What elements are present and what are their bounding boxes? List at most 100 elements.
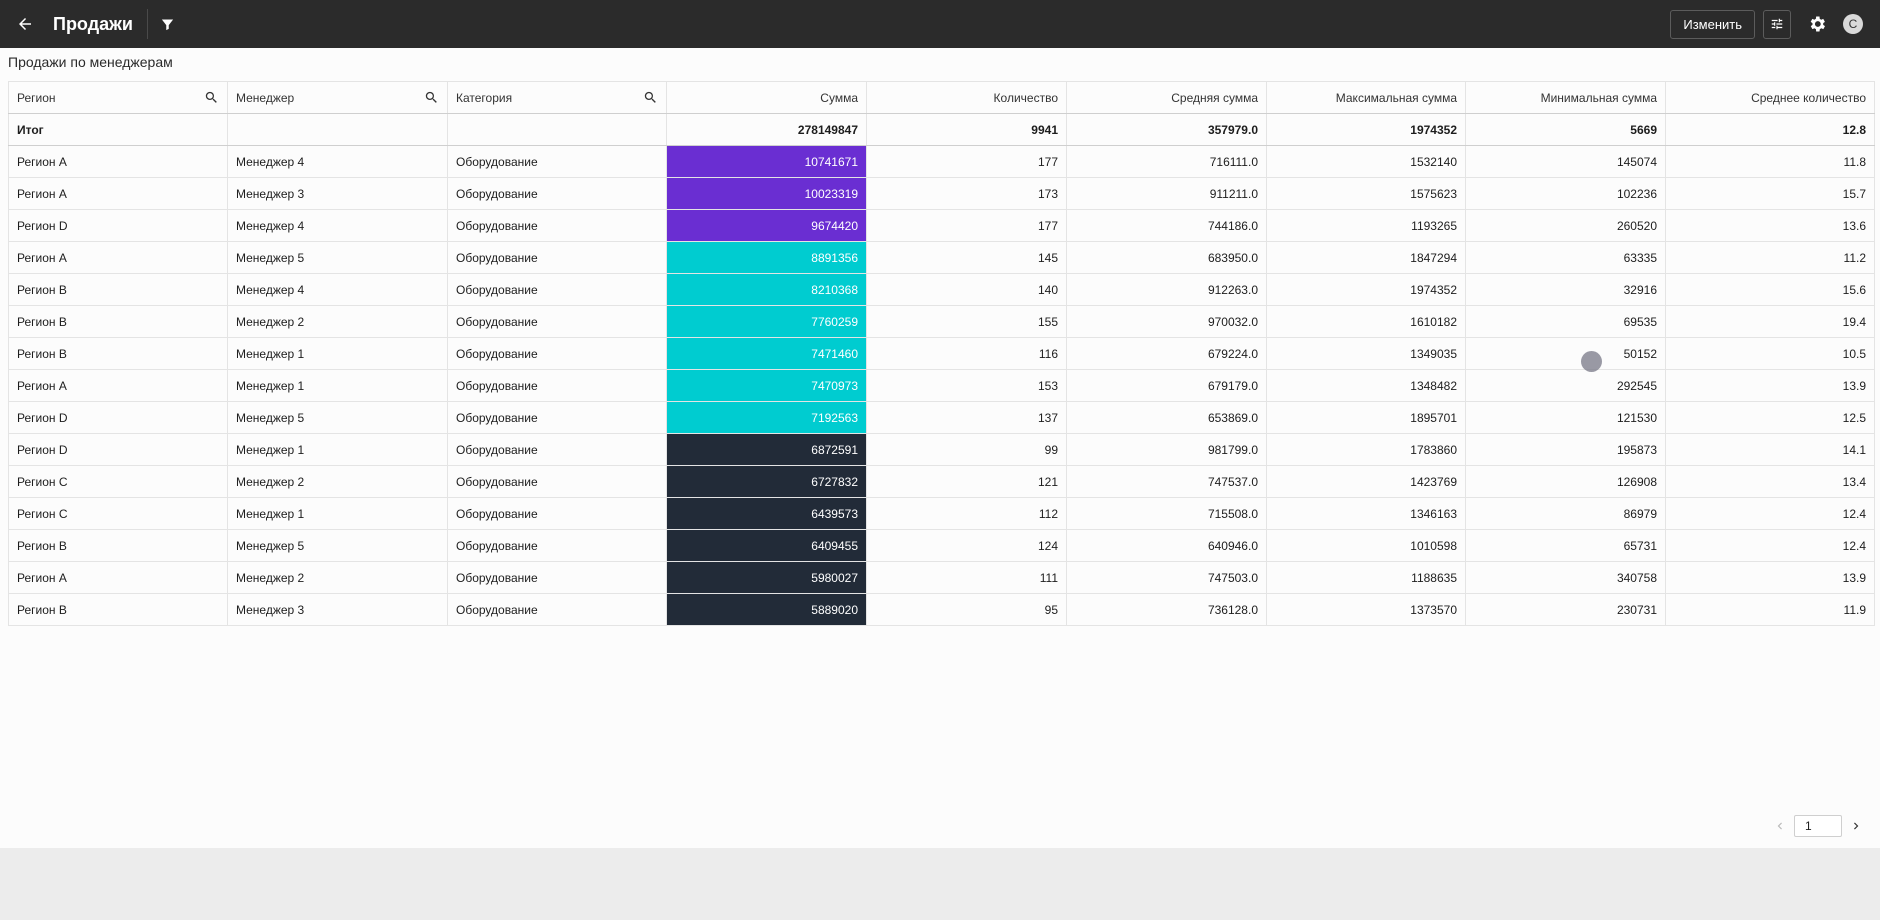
table-row[interactable]: Регион B Менеджер 2 Оборудование 7760259 155… bbox=[8, 305, 1875, 338]
qty-cell: 140 bbox=[866, 273, 1067, 306]
column-header-avgqty[interactable]: Среднее количество bbox=[1665, 81, 1875, 114]
table-row[interactable]: Регион B Менеджер 4 Оборудование 8210368 140… bbox=[8, 273, 1875, 306]
chevron-right-icon bbox=[1854, 822, 1859, 830]
total-label: Итог bbox=[8, 113, 228, 146]
qty-cell: 145 bbox=[866, 241, 1067, 274]
max-cell: 1188635 bbox=[1266, 561, 1466, 594]
manager-cell: Менеджер 5 bbox=[227, 401, 448, 434]
avg-cell: 679224.0 bbox=[1066, 337, 1267, 370]
avgqty-cell: 11.2 bbox=[1665, 241, 1875, 274]
column-header-category[interactable]: Категория bbox=[447, 81, 667, 114]
page-input[interactable]: 1 bbox=[1794, 815, 1842, 837]
min-cell: 230731 bbox=[1465, 593, 1666, 626]
category-cell: Оборудование bbox=[447, 561, 667, 594]
category-cell: Оборудование bbox=[447, 273, 667, 306]
filter-icon bbox=[162, 19, 174, 30]
report-panel: Продажи по менеджерам Регион Менеджер Ка… bbox=[0, 48, 1880, 848]
avgqty-cell: 13.9 bbox=[1665, 369, 1875, 402]
next-page-button[interactable] bbox=[1846, 816, 1866, 836]
table-row[interactable]: Регион B Менеджер 1 Оборудование 7471460 116… bbox=[8, 337, 1875, 370]
table-row[interactable]: Регион C Менеджер 2 Оборудование 6727832 121… bbox=[8, 465, 1875, 498]
back-button[interactable] bbox=[5, 4, 45, 44]
category-cell: Оборудование bbox=[447, 337, 667, 370]
edit-button[interactable]: Изменить bbox=[1670, 9, 1755, 39]
sum-cell: 6439573 bbox=[666, 497, 867, 530]
filter-button[interactable] bbox=[148, 4, 188, 44]
avatar[interactable]: C bbox=[1843, 14, 1863, 34]
table-row[interactable]: Регион B Менеджер 3 Оборудование 5889020 95 7… bbox=[8, 593, 1875, 626]
top-bar: Продажи Изменить C bbox=[0, 0, 1880, 48]
min-cell: 195873 bbox=[1465, 433, 1666, 466]
min-cell: 102236 bbox=[1465, 177, 1666, 210]
avg-cell: 736128.0 bbox=[1066, 593, 1267, 626]
avg-cell: 653869.0 bbox=[1066, 401, 1267, 434]
settings-button[interactable] bbox=[1805, 12, 1829, 36]
column-header-manager[interactable]: Менеджер bbox=[227, 81, 448, 114]
max-cell: 1010598 bbox=[1266, 529, 1466, 562]
table-row[interactable]: Регион D Менеджер 5 Оборудование 7192563 137… bbox=[8, 401, 1875, 434]
tune-icon bbox=[1771, 18, 1783, 30]
min-cell: 65731 bbox=[1465, 529, 1666, 562]
max-cell: 1348482 bbox=[1266, 369, 1466, 402]
manager-cell: Менеджер 1 bbox=[227, 369, 448, 402]
table-row[interactable]: Регион D Менеджер 1 Оборудование 6872591 99 9… bbox=[8, 433, 1875, 466]
prev-page-button[interactable] bbox=[1770, 816, 1790, 836]
manager-cell: Менеджер 4 bbox=[227, 145, 448, 178]
search-icon[interactable] bbox=[424, 90, 439, 105]
column-header-qty[interactable]: Количество bbox=[866, 81, 1067, 114]
category-cell: Оборудование bbox=[447, 145, 667, 178]
column-header-avg[interactable]: Средняя сумма bbox=[1066, 81, 1267, 114]
tune-button[interactable] bbox=[1763, 9, 1791, 39]
arrow-left-icon bbox=[19, 18, 31, 30]
table-row[interactable]: Регион B Менеджер 5 Оборудование 6409455 124… bbox=[8, 529, 1875, 562]
table-row[interactable]: Регион D Менеджер 4 Оборудование 9674420 177… bbox=[8, 209, 1875, 242]
column-label: Менеджер bbox=[236, 90, 295, 105]
toolbar-right: Изменить C bbox=[1670, 0, 1880, 48]
sum-cell: 8891356 bbox=[666, 241, 867, 274]
table-row[interactable]: Регион A Менеджер 5 Оборудование 8891356 145… bbox=[8, 241, 1875, 274]
sum-cell: 10741671 bbox=[666, 145, 867, 178]
avg-cell: 970032.0 bbox=[1066, 305, 1267, 338]
max-cell: 1346163 bbox=[1266, 497, 1466, 530]
manager-cell: Менеджер 3 bbox=[227, 177, 448, 210]
sum-cell: 8210368 bbox=[666, 273, 867, 306]
avg-cell: 911211.0 bbox=[1066, 177, 1267, 210]
avg-cell: 683950.0 bbox=[1066, 241, 1267, 274]
avgqty-cell: 11.9 bbox=[1665, 593, 1875, 626]
region-cell: Регион B bbox=[8, 337, 228, 370]
total-sum: 278149847 bbox=[666, 113, 867, 146]
table-row[interactable]: Регион A Менеджер 3 Оборудование 10023319 17… bbox=[8, 177, 1875, 210]
max-cell: 1373570 bbox=[1266, 593, 1466, 626]
column-header-max[interactable]: Максимальная сумма bbox=[1266, 81, 1466, 114]
table-row[interactable]: Регион A Менеджер 1 Оборудование 7470973 153… bbox=[8, 369, 1875, 402]
region-cell: Регион C bbox=[8, 465, 228, 498]
avgqty-cell: 19.4 bbox=[1665, 305, 1875, 338]
avgqty-cell: 12.4 bbox=[1665, 529, 1875, 562]
qty-cell: 177 bbox=[866, 209, 1067, 242]
total-max: 1974352 bbox=[1266, 113, 1466, 146]
avg-cell: 747503.0 bbox=[1066, 561, 1267, 594]
search-icon[interactable] bbox=[643, 90, 658, 105]
region-cell: Регион B bbox=[8, 529, 228, 562]
column-header-sum[interactable]: Сумма bbox=[666, 81, 867, 114]
column-header-region[interactable]: Регион bbox=[8, 81, 228, 114]
region-cell: Регион D bbox=[8, 209, 228, 242]
search-icon[interactable] bbox=[204, 90, 219, 105]
total-row: Итог 278149847 9941 357979.0 1974352 566… bbox=[8, 113, 1875, 146]
avgqty-cell: 12.5 bbox=[1665, 401, 1875, 434]
category-cell: Оборудование bbox=[447, 369, 667, 402]
category-cell: Оборудование bbox=[447, 305, 667, 338]
table-row[interactable]: Регион A Менеджер 4 Оборудование 10741671 17… bbox=[8, 145, 1875, 178]
category-cell: Оборудование bbox=[447, 177, 667, 210]
table-row[interactable]: Регион C Менеджер 1 Оборудование 6439573 112… bbox=[8, 497, 1875, 530]
table-row[interactable]: Регион A Менеджер 2 Оборудование 5980027 111… bbox=[8, 561, 1875, 594]
sum-cell: 6409455 bbox=[666, 529, 867, 562]
min-cell: 340758 bbox=[1465, 561, 1666, 594]
max-cell: 1423769 bbox=[1266, 465, 1466, 498]
avg-cell: 744186.0 bbox=[1066, 209, 1267, 242]
total-empty-cell bbox=[227, 113, 448, 146]
column-header-min[interactable]: Минимальная сумма bbox=[1465, 81, 1666, 114]
region-cell: Регион B bbox=[8, 593, 228, 626]
min-cell: 145074 bbox=[1465, 145, 1666, 178]
max-cell: 1575623 bbox=[1266, 177, 1466, 210]
